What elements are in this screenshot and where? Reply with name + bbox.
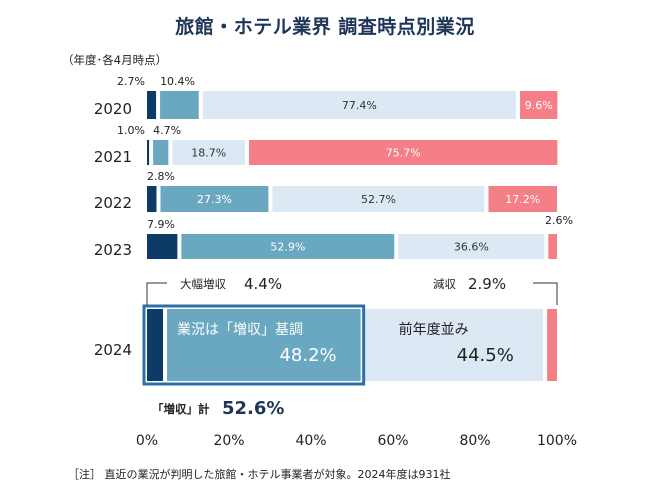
bar-increase-2022 <box>160 186 269 212</box>
bar-flat-2021 <box>172 140 246 165</box>
decrease-callout-value: 2.9% <box>468 275 506 293</box>
flat-callout-value: 44.5% <box>457 345 514 366</box>
big-increase-bracket <box>146 282 167 305</box>
bar-decrease-2023 <box>548 234 557 259</box>
data-label-big-increase-2023: 7.9% <box>147 218 175 231</box>
data-label-decrease-2022: 17.2% <box>505 193 540 206</box>
year-label: 2021 <box>94 148 132 166</box>
data-label-increase-2020: 10.4% <box>160 75 195 88</box>
flat-callout-label: 前年度並み <box>399 321 469 338</box>
bar-big-increase-2023 <box>147 234 178 259</box>
big-increase-callout-label: 大幅増収 <box>180 277 226 291</box>
bar-flat-2020 <box>202 91 517 119</box>
data-label-flat-2021: 18.7% <box>191 147 226 160</box>
data-label-flat-2020: 77.4% <box>342 99 377 112</box>
x-tick-label: 20% <box>213 433 244 449</box>
bar-flat-2022 <box>272 186 485 212</box>
x-tick-label: 80% <box>459 433 490 449</box>
bar-big-increase-2022 <box>147 186 157 212</box>
data-label-flat-2022: 52.7% <box>361 193 396 206</box>
bar-increase-2020 <box>160 91 199 119</box>
data-label-increase-2021: 4.7% <box>153 124 181 137</box>
data-label-flat-2023: 36.6% <box>454 241 489 254</box>
data-label-decrease-2020: 9.6% <box>525 99 553 112</box>
increase-highlight-frame <box>142 304 366 386</box>
x-tick-label: 60% <box>377 433 408 449</box>
bar-big-increase-2020 <box>147 91 157 119</box>
data-label-increase-2023: 52.9% <box>270 241 305 254</box>
bar-flat-2024 <box>364 309 544 381</box>
bar-flat-2023 <box>398 234 545 259</box>
x-tick-label: 40% <box>295 433 326 449</box>
data-label-big-increase-2022: 2.8% <box>147 170 175 183</box>
total-increase-label: 「増収」計 <box>152 402 210 416</box>
decrease-bracket <box>533 282 558 305</box>
bar-increase-2024 <box>167 309 361 381</box>
increase-callout-value: 48.2% <box>279 345 336 366</box>
bar-increase-2023 <box>181 234 395 259</box>
year-label: 2024 <box>94 341 132 359</box>
bar-decrease-2020 <box>520 91 558 119</box>
bar-increase-2021 <box>153 140 169 165</box>
increase-callout-label: 業況は「増収」基調 <box>177 321 303 338</box>
chart-title: 旅館・ホテル業界 調査時点別業況 <box>175 16 475 38</box>
data-label-decrease-2023: 2.6% <box>545 214 573 227</box>
bar-big-increase-2024 <box>147 309 164 381</box>
data-label-decrease-2021: 75.7% <box>386 147 421 160</box>
year-label: 2020 <box>94 100 132 118</box>
data-label-big-increase-2020: 2.7% <box>117 75 145 88</box>
period-note: （年度･各4月時点） <box>62 53 168 67</box>
big-increase-callout-value: 4.4% <box>244 275 282 293</box>
year-label: 2023 <box>94 241 132 259</box>
decrease-callout-label: 減収 <box>433 277 456 291</box>
x-tick-label: 0% <box>136 433 158 449</box>
x-tick-label: 100% <box>537 433 577 449</box>
bar-decrease-2024 <box>547 309 557 381</box>
data-label-big-increase-2021: 1.0% <box>117 124 145 137</box>
year-label: 2022 <box>94 194 132 212</box>
bar-decrease-2022 <box>488 186 557 212</box>
footnote: ［注］ 直近の業況が判明した旅館・ホテル事業者が対象。2024年度は931社 <box>68 468 451 481</box>
total-increase-value: 52.6% <box>222 398 284 419</box>
bar-decrease-2021 <box>249 140 558 165</box>
bar-big-increase-2021 <box>147 140 150 165</box>
data-label-increase-2022: 27.3% <box>197 193 232 206</box>
